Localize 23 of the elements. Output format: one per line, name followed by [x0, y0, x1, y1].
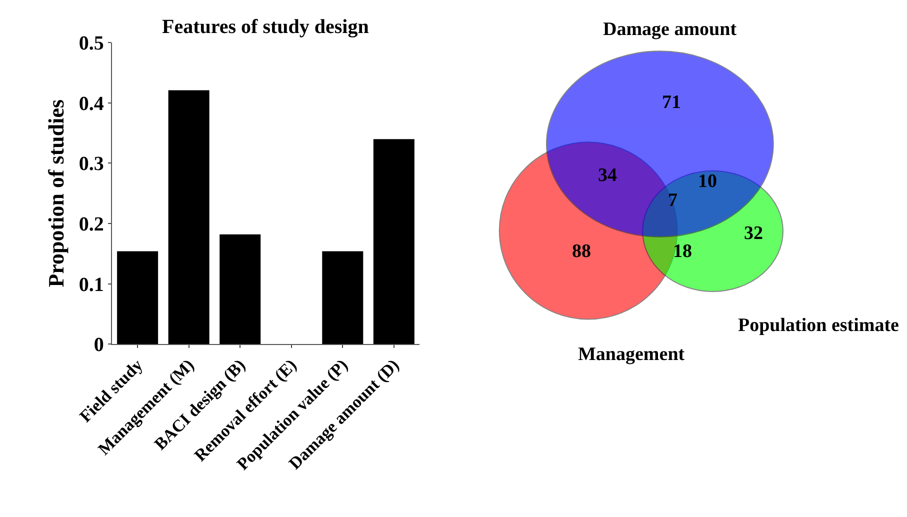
- text: 71: [662, 92, 681, 113]
- category-label: Damage amount: [603, 19, 738, 40]
- y-tick-label: 0.3: [78, 153, 104, 176]
- category-label: Management: [578, 344, 686, 365]
- bar: [168, 90, 210, 344]
- text: 7: [668, 190, 678, 211]
- text: 88: [572, 241, 591, 262]
- y-tick-label: 0.5: [78, 32, 104, 55]
- text: 32: [744, 223, 763, 244]
- y-axis-title: Propotion of studies: [44, 98, 69, 288]
- text: 10: [698, 171, 717, 192]
- bar: [373, 139, 414, 344]
- category-label: Population estimate: [738, 315, 899, 336]
- y-tick-label: 0.4: [78, 92, 104, 115]
- y-tick-label: 0.1: [78, 274, 104, 296]
- text: 18: [673, 241, 692, 262]
- y-tick-label: 0: [94, 334, 104, 356]
- bar: [117, 251, 158, 344]
- y-tick-label: 0.2: [78, 214, 104, 236]
- bar: [220, 234, 261, 344]
- text: 34: [598, 165, 618, 186]
- bar: [322, 251, 364, 344]
- chart-title: Features of study design: [162, 16, 369, 38]
